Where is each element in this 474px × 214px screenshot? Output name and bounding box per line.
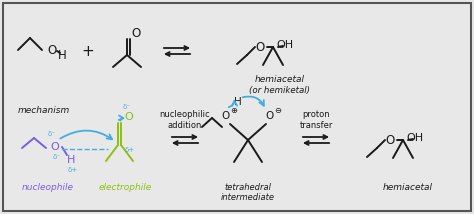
Text: O: O — [222, 111, 230, 121]
Text: O: O — [266, 111, 274, 121]
FancyArrowPatch shape — [118, 116, 123, 120]
Text: OH: OH — [406, 133, 424, 143]
Text: O: O — [131, 27, 141, 40]
Text: transfer: transfer — [299, 122, 333, 131]
Text: addition: addition — [168, 122, 202, 131]
Text: nucleophilic: nucleophilic — [160, 110, 210, 119]
FancyArrowPatch shape — [243, 97, 264, 106]
Text: proton: proton — [302, 110, 330, 119]
Text: O: O — [385, 134, 395, 147]
Text: OH: OH — [276, 40, 293, 50]
Text: O: O — [51, 142, 59, 152]
Text: (or hemiketal): (or hemiketal) — [249, 86, 310, 95]
Text: δ+: δ+ — [68, 167, 78, 173]
Text: nucleophile: nucleophile — [22, 183, 74, 193]
Text: hemiacetal: hemiacetal — [383, 183, 433, 193]
Text: ⊖: ⊖ — [274, 106, 282, 114]
Text: intermediate: intermediate — [221, 193, 275, 202]
Text: mechanism: mechanism — [18, 106, 70, 114]
Text: hemiacetal: hemiacetal — [255, 76, 305, 85]
Text: H: H — [67, 155, 75, 165]
FancyArrowPatch shape — [228, 101, 237, 107]
Text: δ⁻: δ⁻ — [123, 104, 131, 110]
Text: tetrahedral: tetrahedral — [225, 183, 272, 193]
Text: O: O — [47, 43, 56, 56]
Text: δ+: δ+ — [125, 147, 135, 153]
Text: +: + — [82, 43, 94, 58]
Text: O: O — [255, 40, 264, 54]
Text: δ⁻: δ⁻ — [53, 154, 61, 160]
Text: ⊕: ⊕ — [230, 106, 237, 114]
Text: H: H — [234, 97, 242, 107]
Text: electrophile: electrophile — [99, 183, 152, 193]
Text: H: H — [58, 49, 66, 61]
FancyArrowPatch shape — [60, 131, 112, 139]
Text: O: O — [125, 112, 133, 122]
Text: δ⁻: δ⁻ — [48, 131, 56, 137]
